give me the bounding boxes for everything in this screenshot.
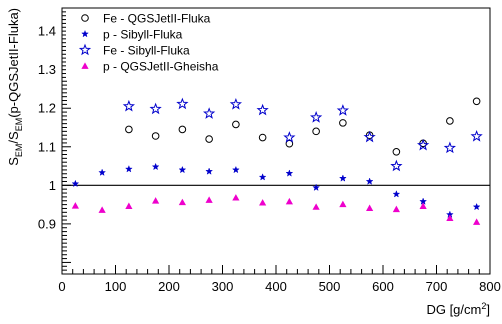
data-point — [312, 183, 321, 191]
data-point — [98, 168, 107, 176]
data-point — [336, 104, 349, 116]
series-3 — [71, 194, 481, 225]
data-point — [392, 147, 401, 156]
data-point — [473, 218, 481, 225]
data-point — [232, 120, 240, 129]
data-point — [446, 117, 454, 125]
data-point — [285, 169, 294, 177]
data-point — [205, 167, 214, 175]
data-point — [205, 196, 213, 203]
data-point — [98, 206, 106, 213]
data-point — [283, 131, 296, 143]
data-point — [417, 138, 430, 151]
data-point — [176, 97, 189, 110]
y-axis-label: SEM/SEM(p-QGSJetII-Fluka) — [6, 8, 24, 166]
legend-label: p - QGSJetII-Gheisha — [103, 60, 219, 74]
data-point — [339, 119, 347, 127]
data-point — [446, 214, 454, 221]
legend-marker — [81, 29, 89, 38]
data-point — [71, 202, 79, 209]
data-point — [338, 174, 347, 182]
y-tick-label: 1.1 — [38, 139, 56, 154]
x-tick-label: 0 — [58, 279, 65, 294]
data-point — [443, 141, 456, 154]
data-point — [310, 111, 323, 123]
data-point — [203, 107, 216, 119]
legend: Fe - QGSJetII-Fluka p - Sibyll-Fluka Fe - … — [66, 10, 278, 78]
data-point — [232, 194, 240, 201]
x-axis-label: DG [g/cm2] — [426, 301, 490, 317]
data-point — [256, 103, 269, 116]
data-point — [392, 205, 400, 213]
series-1 — [71, 162, 481, 218]
data-point — [366, 204, 374, 211]
y-tick-label: 1.3 — [38, 62, 56, 77]
data-point — [285, 139, 294, 148]
y-tick-label: 1.2 — [38, 101, 56, 116]
x-tick-label: 700 — [426, 279, 448, 294]
legend-label: Fe - Sibyll-Fluka — [103, 44, 190, 58]
data-point — [472, 202, 481, 211]
data-point — [125, 125, 133, 134]
data-point — [470, 129, 483, 142]
x-tick-label: 400 — [265, 279, 287, 294]
legend-marker — [81, 14, 89, 22]
data-point — [365, 177, 374, 185]
x-tick-label: 800 — [479, 279, 501, 294]
data-point — [122, 99, 135, 112]
x-tick-label: 100 — [105, 279, 127, 294]
data-point — [178, 125, 187, 134]
data-point — [339, 200, 347, 208]
data-point — [390, 159, 403, 172]
data-point — [124, 165, 133, 173]
data-point — [472, 97, 481, 106]
series-2 — [122, 97, 483, 172]
x-tick-label: 500 — [319, 279, 341, 294]
legend-label: Fe - QGSJetII-Fluka — [103, 12, 211, 26]
data-point — [419, 202, 427, 210]
legend-label: p - Sibyll-Fluka — [103, 28, 183, 42]
y-tick-label: 1 — [49, 178, 56, 193]
data-point — [259, 199, 267, 206]
data-marks — [71, 97, 483, 225]
x-tick-label: 600 — [372, 279, 394, 294]
x-tick-label: 200 — [158, 279, 180, 294]
series-0 — [125, 97, 481, 156]
data-point — [285, 197, 293, 205]
data-point — [258, 173, 267, 181]
data-point — [258, 133, 267, 142]
data-point — [312, 203, 320, 210]
data-point — [152, 197, 160, 204]
data-point — [178, 198, 186, 206]
axes: 0 100 200 300 400 500 600 700 800 0.9 1 1.1 1.2 1.3 1.… — [6, 7, 501, 317]
data-point — [71, 179, 80, 188]
data-point — [312, 127, 320, 136]
data-point — [125, 202, 133, 210]
y-tick-label: 0.9 — [38, 216, 56, 231]
data-point — [149, 102, 162, 115]
data-point — [151, 132, 160, 140]
y-tick-label: 1.4 — [38, 24, 56, 39]
legend-box — [66, 10, 278, 78]
data-point — [178, 165, 187, 174]
data-point — [205, 135, 213, 143]
legend-marker — [81, 62, 89, 69]
legend-marker — [78, 43, 92, 56]
data-point — [363, 130, 376, 143]
data-point — [229, 97, 242, 110]
data-point — [151, 162, 160, 171]
data-point — [231, 165, 240, 174]
x-tick-label: 300 — [212, 279, 234, 294]
data-point — [392, 190, 401, 198]
